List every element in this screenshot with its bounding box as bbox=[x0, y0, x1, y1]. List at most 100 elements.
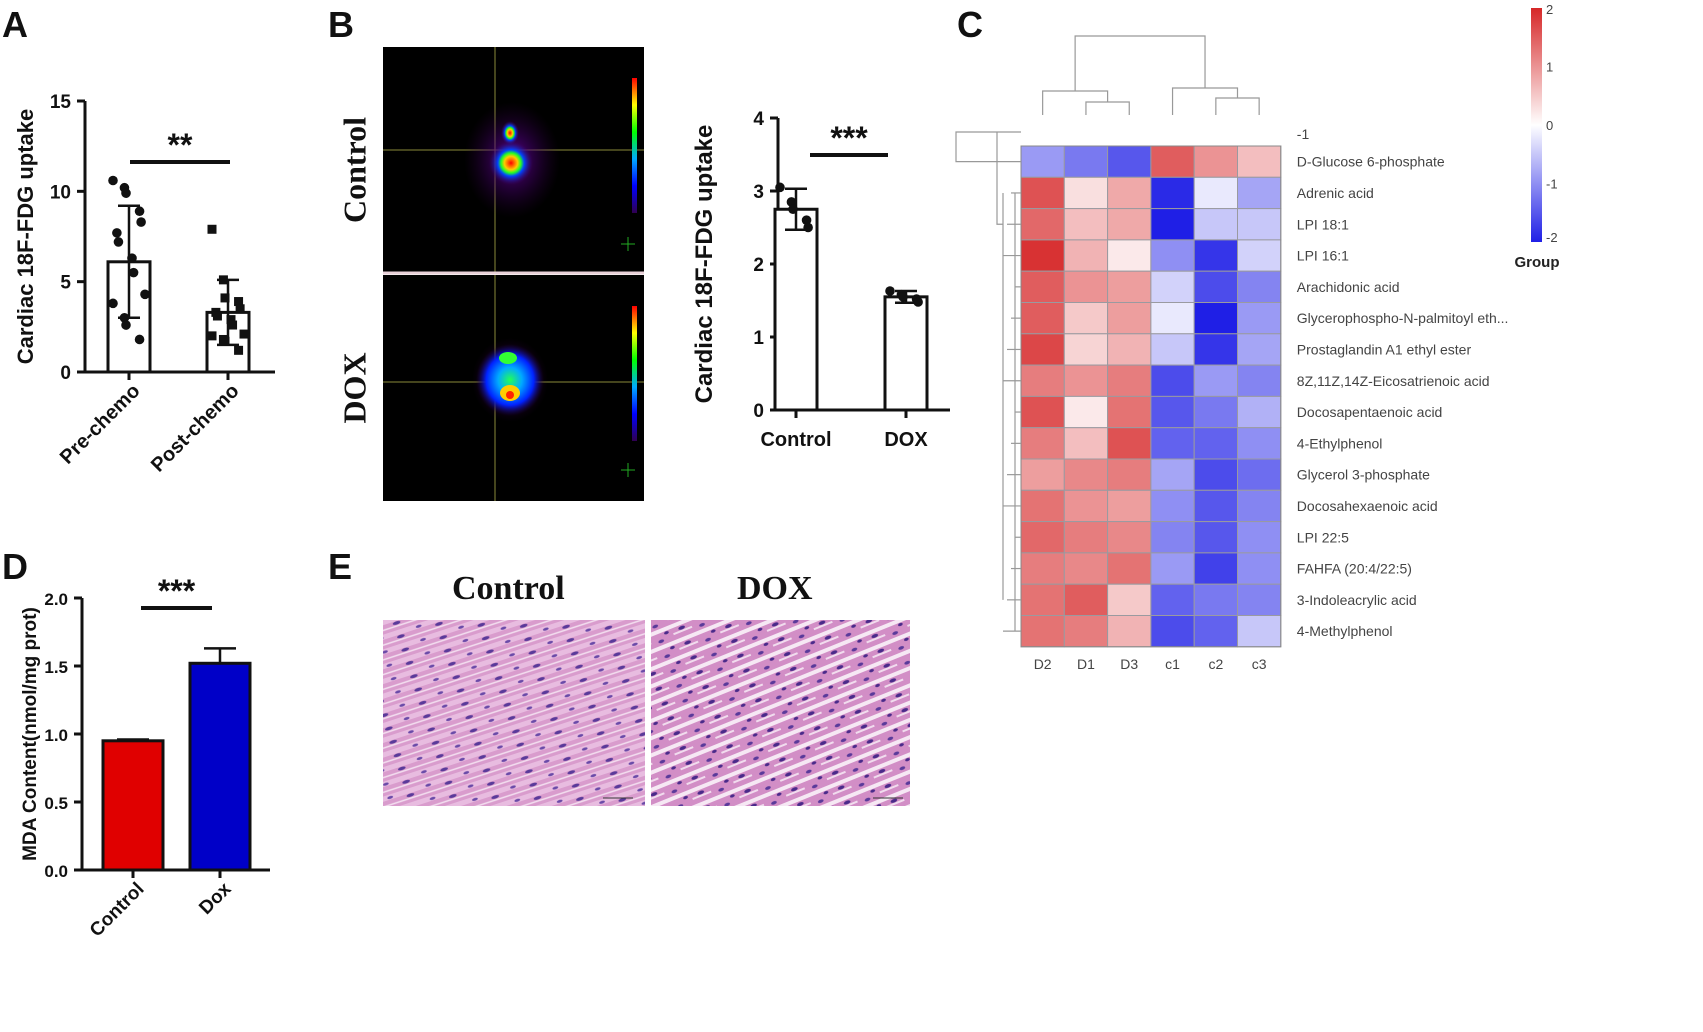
pet-dox-image bbox=[383, 275, 644, 501]
y-tick-label: 1.0 bbox=[44, 726, 68, 745]
heatmap-cell bbox=[1107, 521, 1152, 554]
heatmap-column-label: c2 bbox=[1208, 656, 1223, 672]
heatmap-cell bbox=[1193, 239, 1238, 272]
bar-dox bbox=[883, 295, 929, 412]
heatmap-cell bbox=[1063, 208, 1109, 241]
x-tick-label: Control bbox=[86, 879, 149, 942]
heatmap-cell bbox=[1237, 583, 1282, 617]
heatmap-cell bbox=[1237, 395, 1282, 429]
legend-colorbar bbox=[1531, 8, 1542, 242]
data-point bbox=[128, 267, 139, 278]
bar-dox bbox=[188, 661, 252, 872]
heatmap-cell bbox=[1063, 427, 1109, 460]
heatmap-column-label: D2 bbox=[1034, 656, 1052, 672]
heatmap-row-label: Docosahexaenoic acid bbox=[1297, 498, 1438, 514]
x-tick-label: Control bbox=[760, 429, 831, 451]
pet-row-label-dox: DOX bbox=[336, 352, 373, 424]
data-point bbox=[220, 293, 230, 303]
heatmap-cell bbox=[1193, 458, 1238, 491]
heatmap-top-label: -1 bbox=[1297, 126, 1310, 142]
x-tick-label: Pre-chemo bbox=[56, 380, 145, 469]
data-point bbox=[136, 217, 146, 227]
heatmap-row-label: 8Z,11Z,14Z-Eicosatrienoic acid bbox=[1297, 373, 1490, 389]
data-point bbox=[212, 311, 222, 321]
data-point bbox=[803, 222, 813, 233]
heatmap-cell bbox=[1237, 615, 1282, 648]
heatmap-cell bbox=[1107, 458, 1152, 491]
data-point bbox=[112, 228, 122, 238]
heatmap-cell bbox=[1193, 427, 1238, 460]
heatmap-row-label: LPI 18:1 bbox=[1297, 216, 1349, 232]
y-tick-label: 4 bbox=[753, 109, 764, 130]
heatmap-row-label: Glycerophospho-N-palmitoyl eth... bbox=[1297, 310, 1509, 326]
heatmap-cell bbox=[1020, 364, 1065, 397]
pet-control-image bbox=[383, 47, 644, 273]
x-tick-label: DOX bbox=[884, 429, 928, 451]
heatmap-row-label: D-Glucose 6-phosphate bbox=[1297, 154, 1445, 170]
heatmap-cell bbox=[1193, 364, 1238, 397]
y-tick-label: 0 bbox=[60, 363, 71, 384]
heatmap-cell bbox=[1107, 395, 1152, 429]
heatmap-column-label: c3 bbox=[1252, 656, 1267, 672]
heatmap-cell bbox=[1150, 427, 1195, 460]
heatmap-row-label: 3-Indoleacrylic acid bbox=[1297, 592, 1417, 608]
heatmap-cell bbox=[1193, 176, 1238, 210]
data-point bbox=[228, 320, 238, 330]
heatmap-cell bbox=[1150, 489, 1195, 523]
heatmap-row-label: Adrenic acid bbox=[1297, 185, 1374, 201]
y-axis-label: Cardiac 18F-FDG uptake bbox=[691, 125, 718, 404]
heatmap-cell bbox=[1020, 395, 1065, 429]
heatmap-cell bbox=[1107, 427, 1152, 460]
data-point bbox=[788, 204, 798, 215]
data-point bbox=[108, 175, 118, 186]
legend-tick-label: -1 bbox=[1546, 177, 1558, 192]
data-point bbox=[234, 345, 244, 355]
heatmap-row-label: Prostaglandin A1 ethyl ester bbox=[1297, 341, 1472, 357]
heatmap-cell bbox=[1237, 364, 1282, 397]
bar-control bbox=[101, 739, 165, 872]
heatmap-cell bbox=[1193, 615, 1238, 648]
y-tick-label: 3 bbox=[753, 182, 764, 203]
heatmap-row-label: Docosapentaenoic acid bbox=[1297, 404, 1443, 420]
heatmap-cell bbox=[1150, 239, 1195, 272]
heatmap-cell bbox=[1237, 208, 1282, 241]
chart-b: 0 1 2 3 4 Cardiac 18F-FDG uptake Control DOX *** bbox=[691, 109, 950, 451]
heatmap-cell bbox=[1150, 615, 1195, 648]
y-axis-label: MDA Content(nmol/mg prot) bbox=[20, 607, 41, 861]
heatmap-cell bbox=[1063, 395, 1109, 429]
heatmap-cell bbox=[1107, 552, 1152, 585]
heatmap-row-label: FAHFA (20:4/22:5) bbox=[1297, 561, 1412, 577]
data-point bbox=[801, 215, 812, 225]
heatmap-cell bbox=[1107, 333, 1152, 366]
heatmap-cell bbox=[1107, 302, 1152, 335]
data-point bbox=[235, 304, 245, 314]
column-dendrogram bbox=[1171, 87, 1239, 115]
heatmap-cell bbox=[1237, 176, 1282, 210]
heatmap-cell bbox=[1193, 395, 1238, 429]
heatmap-cell bbox=[1237, 239, 1282, 272]
row-dendrogram bbox=[996, 132, 1003, 225]
heatmap-cell bbox=[1193, 145, 1238, 178]
heatmap-row-label: LPI 22:5 bbox=[1297, 529, 1349, 545]
chart-a: 0 5 10 15 Cardiac 18F-FDG uptake Pre-chemo Pos… bbox=[13, 92, 275, 476]
heatmap-cell bbox=[1150, 302, 1195, 335]
pet-row-label-control: Control bbox=[336, 116, 373, 224]
histology-label-control: Control bbox=[452, 570, 565, 607]
heatmap-cell bbox=[1150, 521, 1195, 554]
heatmap-cell bbox=[1063, 270, 1109, 304]
legend-tick-label: 0 bbox=[1546, 118, 1553, 133]
y-tick-label: 2.0 bbox=[44, 590, 68, 609]
data-point bbox=[108, 298, 118, 309]
legend-tick-label: -2 bbox=[1546, 230, 1558, 245]
heatmap-cell bbox=[1063, 145, 1109, 178]
heatmap-row-label: Glycerol 3-phosphate bbox=[1297, 467, 1430, 483]
histology-dox-image bbox=[651, 620, 910, 806]
heatmap-cell bbox=[1193, 489, 1238, 523]
heatmap-cell bbox=[1150, 395, 1195, 429]
heatmap-cell bbox=[1237, 302, 1282, 335]
heatmap-cell bbox=[1020, 583, 1065, 617]
heatmap-cell bbox=[1020, 458, 1065, 491]
data-point bbox=[121, 320, 131, 330]
data-point bbox=[898, 292, 908, 302]
